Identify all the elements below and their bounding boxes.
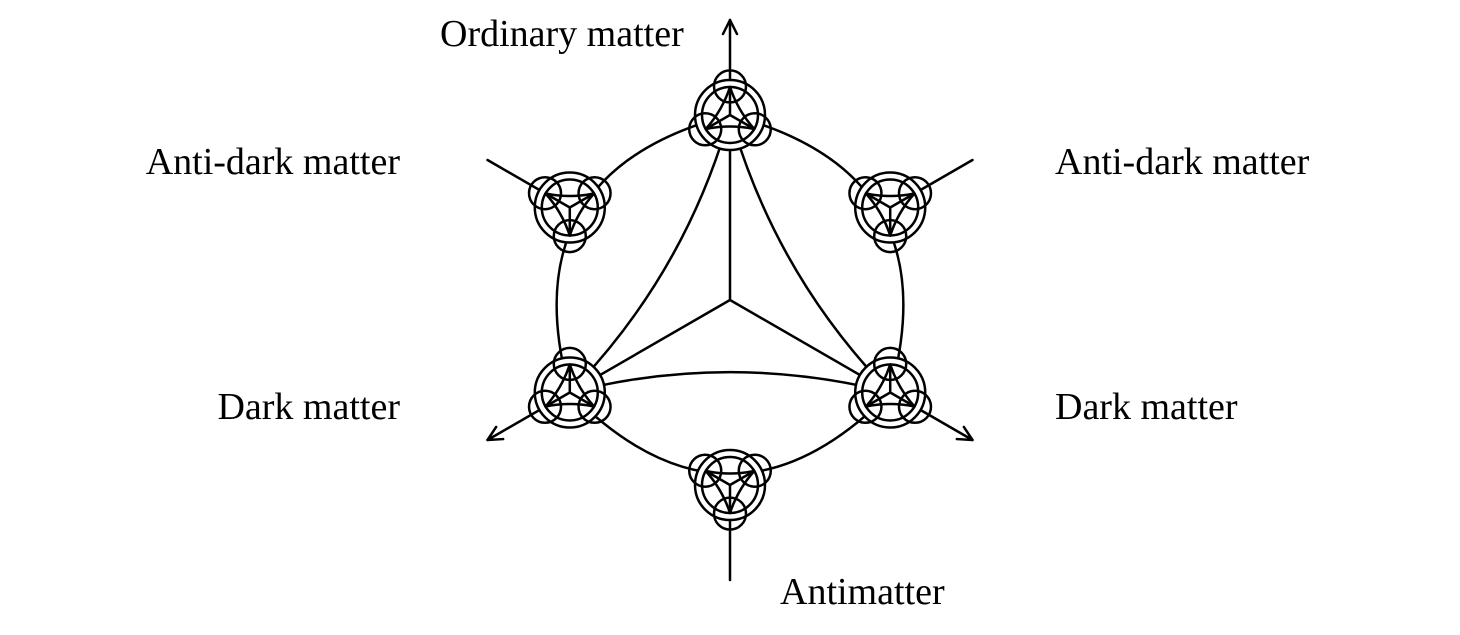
label-antimatter: Antimatter <box>780 570 945 614</box>
center-spokes <box>570 115 890 393</box>
vertex-cluster <box>689 70 771 150</box>
label-dark-left: Dark matter <box>217 385 400 429</box>
label-anti-dark-left: Anti-dark matter <box>146 140 400 184</box>
label-ordinary: Ordinary matter <box>440 12 684 56</box>
matter-diagram-svg <box>0 0 1460 635</box>
label-anti-dark-right: Anti-dark matter <box>1055 140 1309 184</box>
half-cluster <box>529 173 611 253</box>
half-cluster <box>849 173 931 253</box>
half-cluster <box>689 450 771 530</box>
diagram-canvas: Ordinary matter Anti-dark matter Dark ma… <box>0 0 1460 635</box>
label-dark-right: Dark matter <box>1055 385 1238 429</box>
